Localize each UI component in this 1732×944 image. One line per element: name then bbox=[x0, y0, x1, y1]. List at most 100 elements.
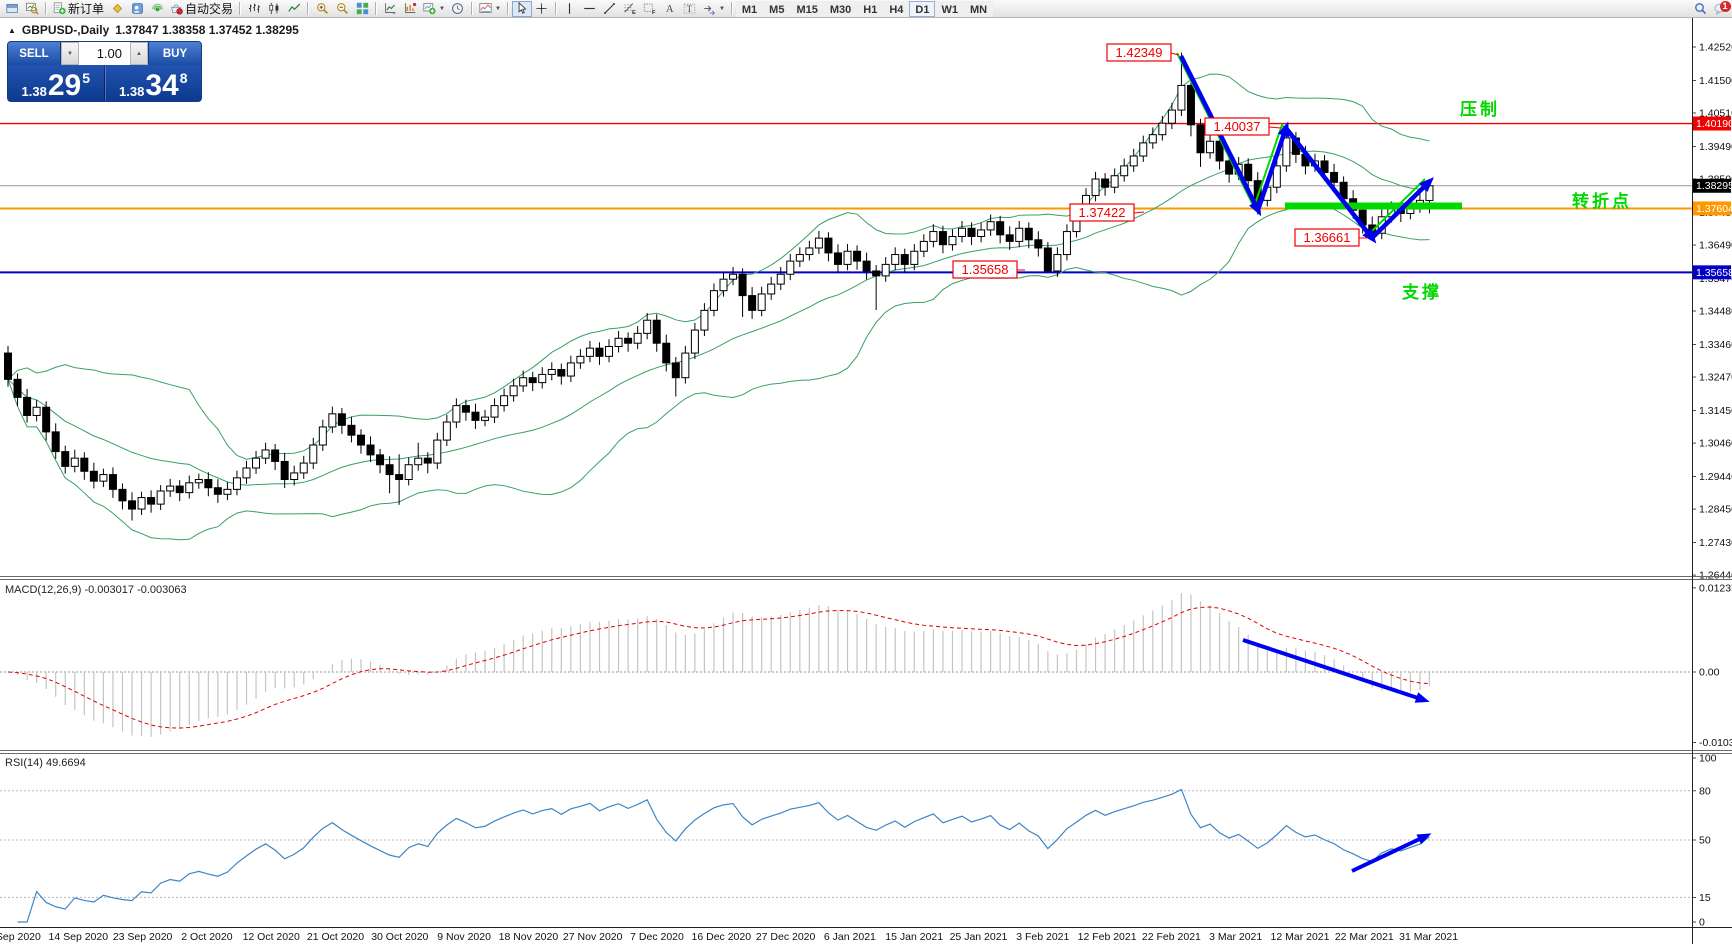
candle bbox=[652, 314, 661, 352]
candle bbox=[824, 232, 833, 262]
arrow-head bbox=[1416, 833, 1432, 845]
timeframe-button-M15[interactable]: M15 bbox=[790, 0, 824, 17]
tile-windows-button[interactable] bbox=[352, 1, 372, 17]
ask-price[interactable]: 1.38 34 8 bbox=[104, 65, 202, 101]
volume-input[interactable]: 1.00 bbox=[96, 46, 122, 61]
fibonacci-button[interactable]: E bbox=[620, 1, 640, 17]
macd-trend-arrow[interactable] bbox=[1242, 638, 1425, 702]
sell-button[interactable]: SELL bbox=[8, 42, 60, 65]
line-chart-button[interactable] bbox=[284, 1, 304, 17]
rsi-trend-arrow[interactable] bbox=[1351, 834, 1427, 873]
timeframe-button-D1[interactable]: D1 bbox=[909, 0, 936, 17]
zoom-out-button[interactable] bbox=[332, 1, 352, 17]
price-tick-label: 1.36490 bbox=[1699, 240, 1732, 252]
buy-button[interactable]: BUY bbox=[149, 42, 201, 65]
candle bbox=[576, 349, 585, 369]
indicator-window-button[interactable] bbox=[380, 1, 400, 17]
crosshair-icon bbox=[536, 3, 548, 14]
timeframe-button-M1[interactable]: M1 bbox=[735, 0, 764, 17]
timeframe-button-M5[interactable]: M5 bbox=[763, 0, 791, 17]
timeframe-button-MN[interactable]: MN bbox=[963, 0, 994, 17]
zigzag-arrow-segment[interactable] bbox=[1255, 127, 1289, 211]
candle bbox=[700, 303, 709, 336]
candle bbox=[681, 345, 690, 384]
candle bbox=[175, 480, 184, 502]
autotrading-button[interactable]: 自动交易 bbox=[167, 1, 236, 17]
ask-prefix: 1.38 bbox=[119, 84, 145, 99]
price-tick-label: 1.29440 bbox=[1699, 471, 1732, 483]
bid-point-digit: 5 bbox=[82, 70, 90, 86]
candle bbox=[786, 253, 795, 281]
candle bbox=[1206, 134, 1215, 159]
timeframe-button-W1[interactable]: W1 bbox=[935, 0, 964, 17]
signals-button[interactable] bbox=[147, 1, 167, 17]
macd-panel bbox=[0, 592, 1692, 737]
price-tag[interactable]: 1.35658 bbox=[952, 260, 1025, 279]
collapse-triangle-icon[interactable]: ▲ bbox=[8, 25, 16, 35]
candle bbox=[128, 492, 137, 521]
template-button[interactable]: ▼ bbox=[476, 1, 504, 17]
shapes-button[interactable]: ▼ bbox=[700, 1, 728, 17]
candlestick-chart-button[interactable] bbox=[264, 1, 284, 17]
candle bbox=[719, 271, 728, 297]
search-button[interactable] bbox=[1690, 1, 1710, 17]
candle bbox=[881, 257, 890, 282]
timeframe-button-H4[interactable]: H4 bbox=[883, 0, 910, 17]
trendline-button[interactable] bbox=[600, 1, 620, 17]
label-icon: T bbox=[684, 3, 696, 14]
window-button[interactable] bbox=[2, 1, 22, 17]
candle bbox=[337, 407, 346, 434]
candle bbox=[452, 398, 461, 428]
price-tick-label: 1.26440 bbox=[1699, 570, 1732, 582]
navigator-button[interactable] bbox=[127, 1, 147, 17]
candle bbox=[862, 252, 871, 280]
candle bbox=[280, 452, 289, 489]
objects-list-button[interactable] bbox=[400, 1, 420, 17]
timeframe-button-M30[interactable]: M30 bbox=[823, 0, 858, 17]
candle bbox=[910, 244, 919, 271]
date-label: 16 Dec 2020 bbox=[692, 931, 752, 943]
volume-increase-button[interactable]: ▲ bbox=[130, 42, 148, 65]
label-button[interactable]: T bbox=[680, 1, 700, 17]
candle bbox=[376, 448, 385, 474]
timeframe-button-H1[interactable]: H1 bbox=[857, 0, 884, 17]
price-tag[interactable]: 1.42349 bbox=[1106, 43, 1180, 62]
arrow-head bbox=[1414, 692, 1430, 703]
candle bbox=[395, 454, 404, 505]
toolbar-separator bbox=[239, 2, 242, 15]
add-indicator-button[interactable]: ▼ bbox=[420, 1, 448, 17]
market-watch-button[interactable] bbox=[107, 1, 127, 17]
cursor-button[interactable] bbox=[511, 0, 532, 17]
price-tag[interactable]: 1.37422 bbox=[1069, 203, 1145, 222]
volume-decrease-button[interactable]: ▼ bbox=[61, 42, 79, 65]
rsi-tick-label: 0 bbox=[1699, 917, 1705, 929]
new-order-button[interactable]: 新订单 bbox=[50, 1, 107, 17]
price-tag[interactable]: 1.40037 bbox=[1204, 117, 1282, 136]
text-button[interactable]: A bbox=[660, 1, 680, 17]
zigzag-arrow-segment[interactable] bbox=[1370, 180, 1431, 240]
line-chart-icon bbox=[287, 3, 300, 12]
chat-button[interactable]: 1 bbox=[1710, 1, 1731, 17]
candle bbox=[1024, 222, 1033, 249]
zigzag-arrow-segment[interactable] bbox=[1284, 126, 1374, 240]
zoom-in-button[interactable] bbox=[312, 1, 332, 17]
price-tag[interactable]: 1.36661 bbox=[1294, 228, 1368, 247]
bars-chart-button[interactable] bbox=[244, 1, 264, 17]
channel-button[interactable]: F bbox=[640, 1, 660, 17]
bid-price[interactable]: 1.38 29 5 bbox=[8, 65, 105, 101]
symbol-period-label: GBPUSD-,Daily bbox=[21, 23, 110, 37]
candle bbox=[118, 483, 127, 510]
chart-preview-button[interactable] bbox=[22, 1, 42, 17]
candle bbox=[366, 436, 375, 463]
clock-button[interactable] bbox=[448, 1, 468, 17]
crosshair-button[interactable] bbox=[532, 1, 552, 17]
candle bbox=[42, 401, 51, 441]
candle bbox=[528, 371, 537, 392]
time-axis[interactable]: 4 Sep 2020 14 Sep 2020 23 Sep 2020 2 Oct 20… bbox=[0, 931, 1458, 943]
vertical-line-button[interactable] bbox=[560, 1, 580, 17]
candle bbox=[1129, 148, 1138, 172]
toolbar-separator bbox=[307, 2, 310, 15]
horizontal-line-button[interactable] bbox=[580, 1, 600, 17]
indicator-window-icon bbox=[384, 3, 395, 15]
